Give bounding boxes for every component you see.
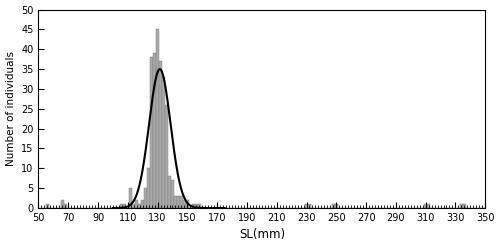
Bar: [144, 188, 147, 208]
Bar: [156, 29, 159, 208]
Bar: [335, 204, 338, 208]
Bar: [463, 204, 466, 208]
Bar: [136, 200, 138, 208]
Bar: [180, 196, 183, 208]
Bar: [332, 204, 335, 208]
Bar: [46, 204, 49, 208]
Bar: [64, 204, 67, 208]
Bar: [138, 204, 141, 208]
Bar: [61, 200, 64, 208]
X-axis label: SL(mm): SL(mm): [239, 228, 285, 242]
Bar: [159, 61, 162, 208]
Bar: [132, 204, 136, 208]
Bar: [162, 77, 165, 208]
Bar: [147, 168, 150, 208]
Bar: [174, 196, 177, 208]
Bar: [171, 180, 174, 208]
Bar: [165, 105, 168, 208]
Bar: [308, 204, 311, 208]
Bar: [192, 204, 195, 208]
Bar: [150, 57, 153, 208]
Bar: [177, 196, 180, 208]
Bar: [195, 204, 198, 208]
Bar: [153, 53, 156, 208]
Bar: [124, 204, 126, 208]
Bar: [198, 204, 201, 208]
Bar: [427, 204, 430, 208]
Y-axis label: Number of individuals: Number of individuals: [6, 51, 16, 166]
Bar: [460, 204, 463, 208]
Bar: [183, 200, 186, 208]
Bar: [120, 204, 124, 208]
Bar: [141, 200, 144, 208]
Bar: [424, 204, 427, 208]
Bar: [168, 176, 171, 208]
Bar: [130, 188, 132, 208]
Bar: [305, 204, 308, 208]
Bar: [186, 200, 189, 208]
